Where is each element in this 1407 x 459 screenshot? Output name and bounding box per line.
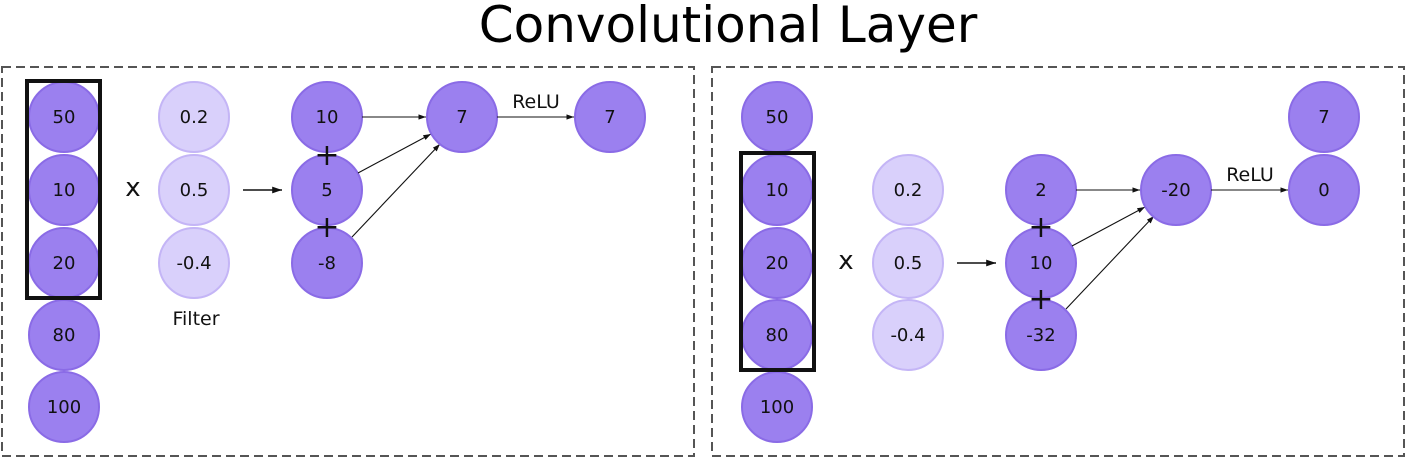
input-node: 10 (741, 154, 813, 226)
product-value: 10 (1030, 253, 1053, 274)
multiply-symbol: x (125, 173, 140, 203)
input-node: 20 (741, 227, 813, 299)
sum-value: -20 (1161, 180, 1190, 201)
input-value: 10 (53, 180, 76, 201)
plus-symbol: + (314, 210, 339, 245)
input-node: 100 (28, 371, 100, 443)
panel-2-input-column: 50 10 20 80 100 (741, 81, 813, 443)
input-value: 100 (760, 397, 794, 418)
panel-1-filter-column: 0.2 0.5 -0.4 (158, 81, 230, 299)
filter-weight: -0.4 (890, 325, 925, 346)
product-value: -8 (318, 253, 336, 274)
input-node: 10 (28, 154, 100, 226)
receptive-field-window (25, 79, 102, 300)
sum-node: 7 (426, 81, 498, 153)
product-node: 10 (1005, 227, 1077, 299)
filter-weight: 0.5 (180, 180, 209, 201)
filter-node: -0.4 (158, 227, 230, 299)
plus-symbol: + (1028, 210, 1053, 245)
input-node: 50 (28, 81, 100, 153)
receptive-field-window (739, 151, 816, 372)
product-value: 5 (321, 180, 332, 201)
relu-label: ReLU (512, 91, 560, 113)
input-value: 50 (766, 107, 789, 128)
output-value: 0 (1318, 180, 1329, 201)
input-value: 10 (766, 180, 789, 201)
filter-node: -0.4 (872, 299, 944, 371)
output-value: 7 (1318, 107, 1329, 128)
output-value: 7 (604, 107, 615, 128)
input-node: 50 (741, 81, 813, 153)
input-value: 50 (53, 107, 76, 128)
output-node: 7 (574, 81, 646, 153)
filter-node: 0.2 (158, 81, 230, 153)
filter-weight: -0.4 (176, 253, 211, 274)
panel-1-product-column: 10 5 -8 (291, 81, 363, 299)
input-value: 20 (53, 253, 76, 274)
plus-symbol: + (314, 138, 339, 173)
product-value: 2 (1035, 180, 1046, 201)
input-node: 20 (28, 227, 100, 299)
product-node: 10 (291, 81, 363, 153)
filter-weight: 0.5 (894, 253, 923, 274)
sum-node: -20 (1140, 154, 1212, 226)
input-value: 80 (53, 325, 76, 346)
multiply-symbol: x (838, 246, 853, 276)
input-value: 100 (47, 397, 81, 418)
product-node: -32 (1005, 299, 1077, 371)
input-value: 80 (766, 325, 789, 346)
panel-2-border (711, 66, 1405, 457)
product-value: -32 (1026, 325, 1055, 346)
filter-label: Filter (172, 308, 219, 330)
plus-symbol: + (1028, 282, 1053, 317)
filter-node: 0.5 (158, 154, 230, 226)
panel-1: 50 10 20 80 100 x 0 (1, 66, 695, 457)
product-node: -8 (291, 227, 363, 299)
sum-value: 7 (456, 107, 467, 128)
output-node: 0 (1288, 154, 1360, 226)
sum-edge (351, 143, 441, 238)
panel-2-filter-column: 0.2 0.5 -0.4 (872, 154, 944, 371)
filter-node: 0.2 (872, 154, 944, 226)
sum-edge (1071, 206, 1146, 247)
input-node: 80 (28, 299, 100, 371)
panel-2-product-column: 2 10 -32 (1005, 154, 1077, 371)
relu-label: ReLU (1226, 164, 1274, 186)
product-node: 5 (291, 154, 363, 226)
previous-output-node: 7 (1288, 81, 1360, 153)
filter-node: 0.5 (872, 227, 944, 299)
panel-1-input-column: 50 10 20 80 100 (28, 81, 100, 443)
filter-weight: 0.2 (894, 180, 923, 201)
product-value: 10 (316, 107, 339, 128)
panel-2: 50 10 20 80 100 x 0 (711, 66, 1405, 457)
sum-edge (1065, 215, 1155, 310)
panel-1-border (1, 66, 695, 457)
input-value: 20 (766, 253, 789, 274)
diagram-title: Convolutional Layer (479, 0, 978, 54)
filter-weight: 0.2 (180, 107, 209, 128)
input-node: 100 (741, 371, 813, 443)
sum-edge (357, 133, 432, 174)
input-node: 80 (741, 299, 813, 371)
